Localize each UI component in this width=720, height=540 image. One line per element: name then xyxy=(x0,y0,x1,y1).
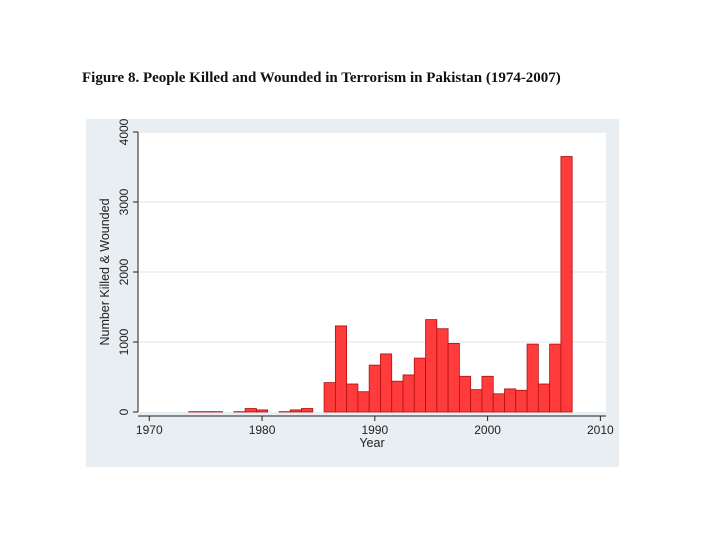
y-tick-label: 1000 xyxy=(117,328,131,355)
bar-1999 xyxy=(470,389,483,413)
bar-1980 xyxy=(256,409,269,413)
bar-1984 xyxy=(301,408,314,413)
bar-1990 xyxy=(368,364,381,413)
bar-1997 xyxy=(447,342,460,413)
bars xyxy=(188,156,573,413)
axes: 0 1000 2000 3000 4000 1970 1980 1990 2000 2010 xyxy=(117,119,614,437)
bar-1983 xyxy=(289,409,302,413)
bar-1995 xyxy=(425,319,438,413)
y-tick-label: 3000 xyxy=(117,188,131,215)
bar-1992 xyxy=(391,380,404,413)
figure-title: Figure 8. People Killed and Wounded in T… xyxy=(82,70,561,86)
bar-1988 xyxy=(346,383,359,413)
bar-2005 xyxy=(537,383,551,413)
bar-1979 xyxy=(244,408,257,413)
bar-chart: 0 1000 2000 3000 4000 1970 1980 1990 2000 2010 Ye… xyxy=(98,119,614,450)
bar-1986 xyxy=(323,382,336,413)
bar-2001 xyxy=(492,393,505,413)
bar-2000 xyxy=(481,375,494,413)
bar-1991 xyxy=(380,353,393,413)
bar-2004 xyxy=(526,343,539,413)
bar-2002 xyxy=(504,388,517,413)
grid-lines xyxy=(138,131,606,343)
bar-1993 xyxy=(402,374,415,413)
bar-2003 xyxy=(515,389,528,413)
x-tick-label: 1980 xyxy=(249,423,276,437)
y-axis-title: Number Killed & Wounded xyxy=(98,198,112,345)
y-tick-label: 4000 xyxy=(117,119,131,145)
bar-1996 xyxy=(436,328,449,413)
bar-2007 xyxy=(560,156,573,413)
bar-1989 xyxy=(357,391,370,413)
y-tick-label: 2000 xyxy=(117,258,131,285)
x-tick-label: 1990 xyxy=(361,423,388,437)
bar-2006 xyxy=(549,343,562,413)
x-tick-label: 1970 xyxy=(136,423,163,437)
y-tick-label: 0 xyxy=(117,408,131,415)
bar-1994 xyxy=(413,357,426,413)
bar-1998 xyxy=(458,375,472,413)
chart-panel: 0 1000 2000 3000 4000 1970 1980 1990 2000 2010 Ye… xyxy=(86,119,619,467)
x-axis-title: Year xyxy=(359,436,384,450)
bar-1987 xyxy=(334,325,348,413)
x-tick-label: 2010 xyxy=(587,423,614,437)
axis-labels: Year Number Killed & Wounded xyxy=(98,198,385,450)
x-tick-label: 2000 xyxy=(474,423,501,437)
